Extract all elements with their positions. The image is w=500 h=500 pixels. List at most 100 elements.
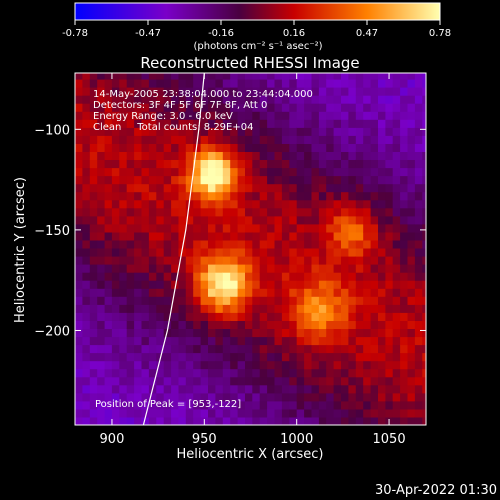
heatmap-cell bbox=[370, 288, 379, 297]
heatmap-cell bbox=[89, 312, 98, 321]
heatmap-cell bbox=[163, 392, 172, 402]
heatmap-cell bbox=[148, 175, 157, 185]
heatmap-cell bbox=[156, 143, 165, 152]
heatmap-cell bbox=[245, 417, 253, 425]
heatmap-cell bbox=[311, 264, 320, 273]
heatmap-cell bbox=[97, 376, 106, 386]
heatmap-cell bbox=[318, 272, 327, 281]
heatmap-cell bbox=[355, 248, 364, 257]
heatmap-cell bbox=[289, 248, 298, 257]
heatmap-cell bbox=[185, 400, 194, 410]
heatmap-cell bbox=[178, 304, 187, 313]
heatmap-cell bbox=[193, 352, 202, 362]
heatmap-cell bbox=[296, 231, 305, 241]
heatmap-cell bbox=[156, 167, 165, 177]
heatmap-cell bbox=[311, 336, 320, 346]
heatmap-cell bbox=[341, 207, 349, 217]
heatmap-cell bbox=[296, 264, 305, 273]
heatmap-cell bbox=[348, 320, 357, 329]
heatmap-cell bbox=[318, 360, 327, 370]
heatmap-cell bbox=[289, 360, 298, 370]
heatmap-cell bbox=[119, 127, 128, 136]
heatmap-cell bbox=[163, 151, 172, 160]
heatmap-cell bbox=[119, 288, 128, 297]
heatmap-cell bbox=[171, 360, 180, 370]
heatmap-cell bbox=[333, 417, 342, 425]
heatmap-cell bbox=[311, 143, 320, 152]
heatmap-cell bbox=[259, 360, 268, 370]
heatmap-cell bbox=[200, 119, 209, 128]
heatmap-cell bbox=[326, 151, 335, 160]
heatmap-cell bbox=[407, 328, 416, 338]
heatmap-cell bbox=[326, 119, 335, 128]
heatmap-cell bbox=[414, 151, 423, 160]
heatmap-cell bbox=[259, 376, 268, 386]
heatmap-cell bbox=[281, 199, 290, 209]
heatmap-cell bbox=[259, 288, 268, 297]
heatmap-cell bbox=[185, 215, 194, 225]
heatmap-cell bbox=[178, 280, 187, 289]
heatmap-cell bbox=[134, 167, 143, 177]
heatmap-cell bbox=[141, 360, 150, 370]
heatmap-cell bbox=[134, 417, 143, 425]
heatmap-cell bbox=[348, 296, 357, 305]
heatmap-cell bbox=[341, 248, 349, 257]
heatmap-cell bbox=[348, 175, 357, 185]
heatmap-cell bbox=[200, 143, 209, 152]
heatmap-cell bbox=[178, 231, 187, 241]
heatmap-cell bbox=[326, 384, 335, 394]
heatmap-cell bbox=[230, 143, 239, 152]
heatmap-cell bbox=[75, 256, 83, 265]
heatmap-cell bbox=[333, 352, 342, 362]
heatmap-cell bbox=[363, 304, 372, 313]
heatmap-cell bbox=[119, 392, 128, 402]
heatmap-cell bbox=[156, 159, 165, 169]
heatmap-cell bbox=[126, 288, 135, 297]
heatmap-cell bbox=[178, 239, 187, 249]
heatmap-cell bbox=[348, 95, 357, 104]
heatmap-cell bbox=[267, 272, 276, 281]
heatmap-cell bbox=[163, 417, 172, 425]
heatmap-cell bbox=[311, 400, 320, 410]
heatmap-cell bbox=[422, 376, 426, 386]
heatmap-cell bbox=[385, 344, 394, 354]
heatmap-cell bbox=[341, 368, 349, 378]
heatmap-cell bbox=[97, 135, 106, 144]
heatmap-cell bbox=[392, 167, 401, 177]
heatmap-cell bbox=[370, 103, 379, 112]
heatmap-cell bbox=[333, 400, 342, 410]
heatmap-cell bbox=[237, 344, 246, 354]
heatmap-cell bbox=[178, 352, 187, 362]
heatmap-cell bbox=[289, 408, 298, 418]
heatmap-cell bbox=[274, 272, 283, 281]
heatmap-cell bbox=[230, 328, 239, 338]
heatmap-cell bbox=[126, 207, 135, 217]
heatmap-cell bbox=[97, 143, 106, 152]
heatmap-cell bbox=[171, 344, 180, 354]
heatmap-cell bbox=[126, 312, 135, 321]
heatmap-cell bbox=[148, 352, 157, 362]
heatmap-cell bbox=[126, 376, 135, 386]
heatmap-cell bbox=[245, 328, 253, 338]
heatmap-cell bbox=[156, 408, 165, 418]
heatmap-cell bbox=[97, 95, 106, 104]
heatmap-cell bbox=[400, 95, 409, 104]
heatmap-cell bbox=[407, 231, 416, 241]
heatmap-cell bbox=[134, 256, 143, 265]
heatmap-cell bbox=[148, 103, 157, 112]
heatmap-cell bbox=[363, 280, 372, 289]
heatmap-cell bbox=[75, 408, 83, 418]
heatmap-cell bbox=[392, 288, 401, 297]
heatmap-cell bbox=[392, 248, 401, 257]
heatmap-cell bbox=[311, 183, 320, 193]
heatmap-cell bbox=[333, 167, 342, 177]
heatmap-cell bbox=[274, 183, 283, 193]
heatmap-cell bbox=[141, 183, 150, 193]
heatmap-cell bbox=[141, 392, 150, 402]
heatmap-cell bbox=[414, 215, 423, 225]
heatmap-cell bbox=[230, 304, 239, 313]
heatmap-cell bbox=[200, 288, 209, 297]
heatmap-cell bbox=[326, 400, 335, 410]
heatmap-cell bbox=[230, 400, 239, 410]
heatmap-cell bbox=[89, 288, 98, 297]
